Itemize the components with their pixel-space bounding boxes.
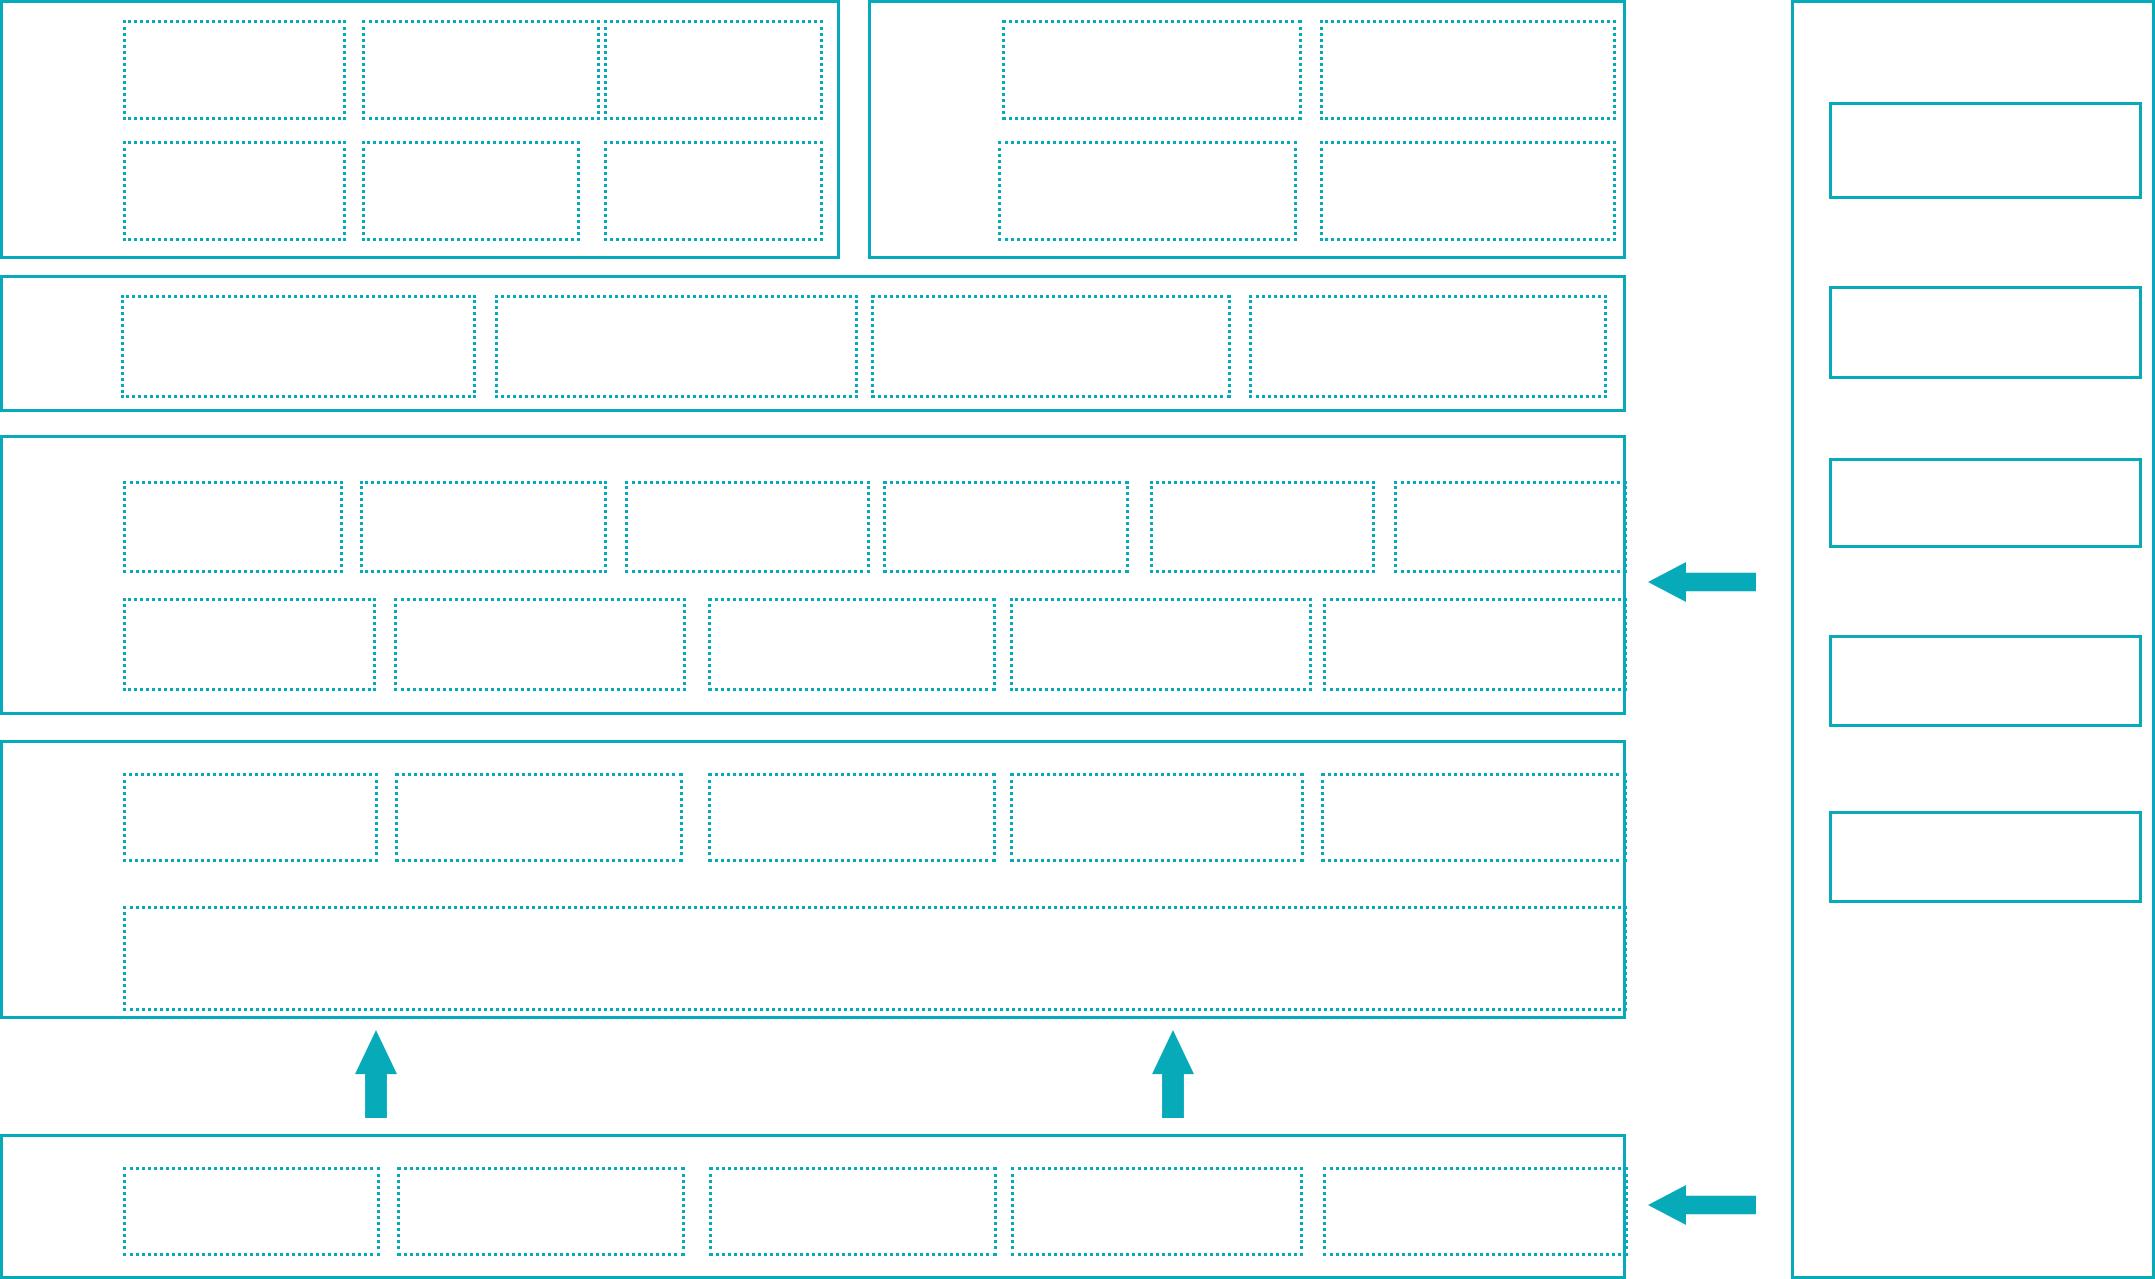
panel-row-4[interactable] bbox=[0, 740, 1627, 1019]
slot-r3-b4[interactable] bbox=[1010, 598, 1312, 691]
arrow-sidebar-to-row-5-icon bbox=[1648, 1185, 1756, 1225]
panel-top-left[interactable] bbox=[0, 0, 840, 259]
slot-r3-b1[interactable] bbox=[123, 598, 376, 691]
slot-r5-c4[interactable] bbox=[1011, 1167, 1303, 1256]
slot-tr-r2c2[interactable] bbox=[1320, 141, 1616, 241]
slot-r2-c4[interactable] bbox=[1249, 295, 1607, 398]
slot-tl-r2c1[interactable] bbox=[123, 141, 346, 241]
slot-r2-c3[interactable] bbox=[871, 295, 1231, 398]
slot-r5-c1[interactable] bbox=[123, 1167, 380, 1256]
slot-r3-a5[interactable] bbox=[1150, 481, 1375, 573]
arrow-row-5-to-row-4-right-icon bbox=[1152, 1030, 1194, 1118]
panel-row-2[interactable] bbox=[0, 275, 1626, 412]
sidebar-card-3[interactable] bbox=[1829, 458, 2142, 548]
slot-r2-c1[interactable] bbox=[121, 295, 476, 398]
slot-r4-wide[interactable] bbox=[123, 906, 1627, 1011]
slot-tr-r2c1[interactable] bbox=[998, 141, 1297, 241]
slot-tr-r1c2[interactable] bbox=[1320, 20, 1616, 120]
arrow-sidebar-to-row-3-icon bbox=[1648, 562, 1756, 602]
sidebar-card-5[interactable] bbox=[1829, 811, 2142, 903]
slot-r3-b5[interactable] bbox=[1323, 598, 1627, 691]
slot-tr-r1c1[interactable] bbox=[1002, 20, 1302, 120]
sidebar-card-4[interactable] bbox=[1829, 635, 2142, 727]
slot-r3-a3[interactable] bbox=[625, 481, 870, 573]
slot-r3-a4[interactable] bbox=[883, 481, 1129, 573]
panel-row-5[interactable] bbox=[0, 1134, 1628, 1279]
slot-r4-a1[interactable] bbox=[123, 773, 378, 862]
slot-r4-a5[interactable] bbox=[1321, 773, 1627, 862]
slot-r3-b2[interactable] bbox=[394, 598, 686, 691]
slot-tl-r1c1[interactable] bbox=[123, 20, 346, 120]
panel-row-3[interactable] bbox=[0, 435, 1627, 715]
slot-r5-c3[interactable] bbox=[709, 1167, 997, 1256]
slot-r3-a1[interactable] bbox=[123, 481, 343, 573]
arrow-row-5-to-row-4-left-icon bbox=[355, 1030, 397, 1118]
slot-tl-r2c2[interactable] bbox=[362, 141, 580, 241]
slot-tl-r1c3[interactable] bbox=[604, 20, 823, 120]
slot-r4-a4[interactable] bbox=[1010, 773, 1304, 862]
slot-r3-a6[interactable] bbox=[1394, 481, 1627, 573]
slot-r4-a2[interactable] bbox=[395, 773, 683, 862]
slot-r3-a2[interactable] bbox=[360, 481, 607, 573]
slot-r3-b3[interactable] bbox=[708, 598, 996, 691]
slot-r5-c5[interactable] bbox=[1323, 1167, 1628, 1256]
slot-tl-r1c2[interactable] bbox=[362, 20, 600, 120]
sidebar-card-1[interactable] bbox=[1829, 102, 2142, 199]
sidebar-panel[interactable] bbox=[1791, 0, 2155, 1279]
slot-r4-a3[interactable] bbox=[708, 773, 996, 862]
sidebar-card-2[interactable] bbox=[1829, 286, 2142, 379]
slot-r5-c2[interactable] bbox=[397, 1167, 685, 1256]
slot-r2-c2[interactable] bbox=[495, 295, 858, 398]
panel-top-right[interactable] bbox=[868, 0, 1626, 259]
slot-tl-r2c3[interactable] bbox=[604, 141, 823, 241]
